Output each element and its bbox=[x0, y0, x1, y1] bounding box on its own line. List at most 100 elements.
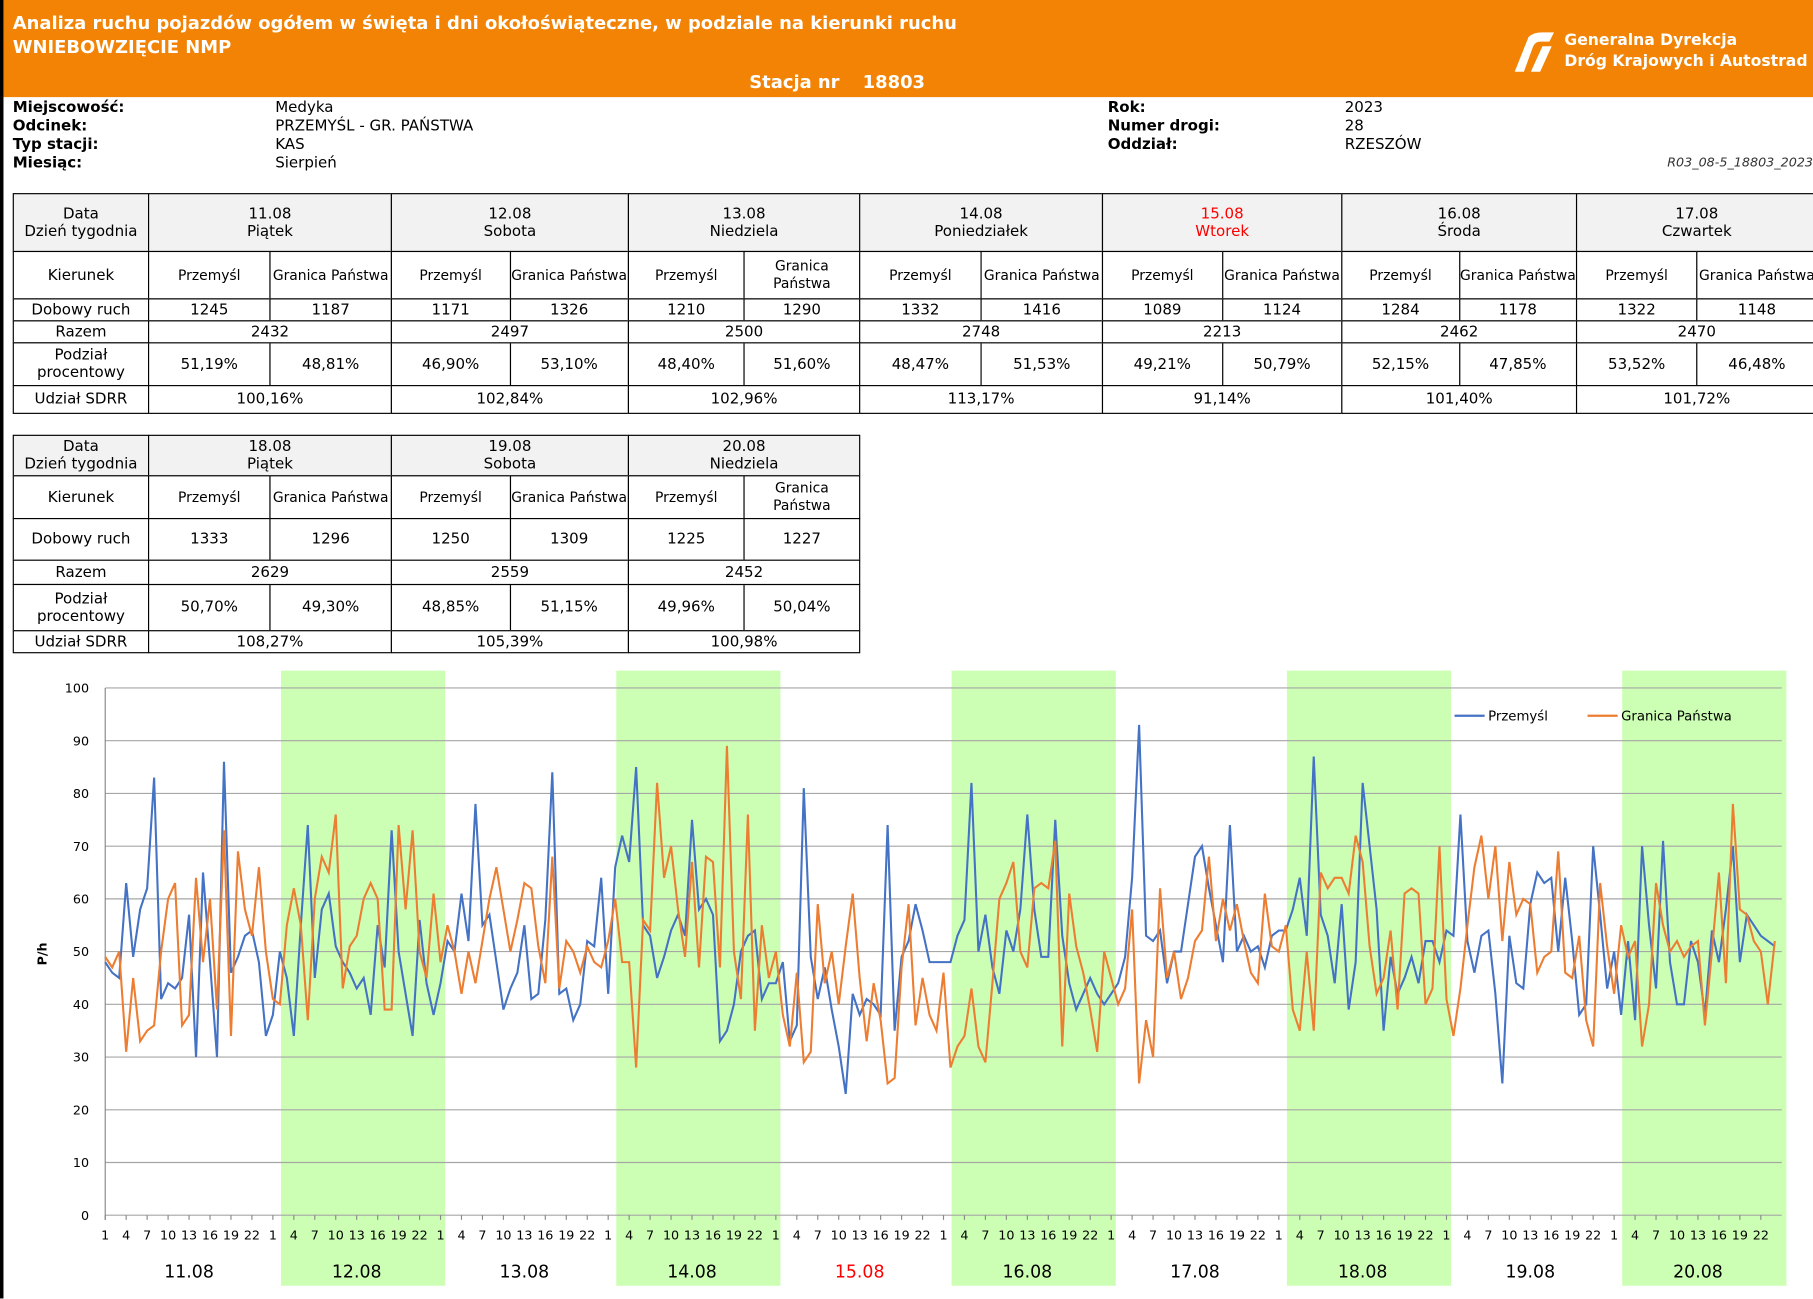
daily-traffic: 1332 bbox=[901, 301, 940, 319]
daily-traffic: 1178 bbox=[1498, 301, 1537, 319]
daily-traffic: 1148 bbox=[1737, 301, 1777, 319]
daily-cell: 1250 bbox=[390, 518, 511, 561]
daily-cell: 1296 bbox=[269, 518, 392, 561]
sdrr-cell: 102,84% bbox=[390, 385, 629, 414]
weekend-band bbox=[1622, 670, 1787, 1286]
report-code: R03_08-5_18803_2023 bbox=[1667, 154, 1813, 170]
logo-icon bbox=[1514, 32, 1554, 72]
sdrr: 113,17% bbox=[947, 390, 1015, 409]
day-label: 11.08 bbox=[164, 1263, 214, 1283]
row-label-cell: Udział SDRR bbox=[12, 385, 150, 414]
share-cell: 47,85% bbox=[1458, 342, 1578, 387]
info-value: RZESZÓW bbox=[1344, 136, 1422, 154]
total: 2462 bbox=[1440, 323, 1479, 341]
day-header-cell: 19.08 Sobota bbox=[390, 434, 629, 477]
x-tick-label: 16 bbox=[1711, 1228, 1727, 1243]
x-tick-label: 13 bbox=[181, 1228, 197, 1243]
x-tick-label: 4 bbox=[793, 1228, 801, 1243]
x-tick-label: 7 bbox=[1317, 1228, 1325, 1243]
y-axis-label: P/h bbox=[34, 942, 49, 965]
sdrr: 100,16% bbox=[236, 390, 304, 409]
weekday: Sobota bbox=[483, 455, 537, 473]
x-tick-label: 19 bbox=[558, 1228, 574, 1243]
direction: Przemyśl bbox=[419, 488, 482, 505]
x-tick-label: 10 bbox=[160, 1228, 176, 1243]
day-label: 14.08 bbox=[667, 1263, 717, 1283]
date: 13.08 bbox=[722, 205, 766, 223]
day-header-cell: 16.08 Środa bbox=[1341, 193, 1578, 253]
x-tick-label: 19 bbox=[1564, 1228, 1580, 1243]
weekend-band bbox=[1286, 670, 1452, 1286]
y-tick-label: 90 bbox=[73, 733, 89, 748]
share: 52,15% bbox=[1371, 355, 1430, 373]
row-label-cell: Podział procentowy bbox=[12, 342, 150, 387]
x-tick-label: 1 bbox=[1610, 1228, 1618, 1243]
day-header-cell: 13.08 Niedziela bbox=[627, 193, 861, 253]
row-label: Kierunek bbox=[47, 266, 115, 284]
legend-label: Przemyśl bbox=[1488, 708, 1548, 724]
weekday: Piątek bbox=[246, 455, 293, 473]
share: 53,10% bbox=[540, 355, 598, 373]
weekend-band bbox=[951, 670, 1116, 1286]
daily-traffic: 1089 bbox=[1143, 301, 1182, 319]
daily-cell: 1290 bbox=[743, 298, 861, 322]
daily-traffic: 1284 bbox=[1381, 301, 1420, 319]
info-value: 28 bbox=[1344, 117, 1364, 136]
x-tick-label: 16 bbox=[1040, 1228, 1056, 1243]
daily-cell: 1326 bbox=[509, 298, 629, 322]
day-label: 12.08 bbox=[332, 1263, 382, 1283]
x-tick-label: 19 bbox=[894, 1228, 910, 1243]
x-tick-label: 22 bbox=[411, 1228, 427, 1243]
info-label: Miesiąc: bbox=[12, 154, 83, 173]
y-tick-label: 80 bbox=[73, 786, 89, 801]
date: 16.08 bbox=[1437, 205, 1481, 223]
daily-traffic: 1245 bbox=[190, 301, 229, 319]
weekday: Środa bbox=[1437, 222, 1481, 240]
direction: Granica Państwa bbox=[511, 266, 628, 283]
direction: Granica Państwa bbox=[1699, 266, 1813, 283]
direction: Przemyśl bbox=[1605, 266, 1668, 283]
weekday: Piątek bbox=[246, 222, 293, 240]
x-tick-label: 7 bbox=[646, 1228, 654, 1243]
x-tick-label: 22 bbox=[579, 1228, 595, 1243]
daily-traffic: 1225 bbox=[667, 530, 706, 549]
share: 53,52% bbox=[1608, 355, 1666, 373]
share-cell: 49,30% bbox=[269, 583, 392, 632]
day-label: 19.08 bbox=[1505, 1263, 1555, 1283]
row-label-cell: Udział SDRR bbox=[12, 630, 150, 654]
weekday: Wtorek bbox=[1195, 222, 1250, 240]
share-cell: 50,79% bbox=[1221, 342, 1343, 387]
daily-cell: 1089 bbox=[1101, 298, 1223, 322]
total-cell: 2497 bbox=[390, 320, 629, 344]
info-value: Sierpień bbox=[275, 154, 337, 173]
x-tick-label: 16 bbox=[1208, 1228, 1224, 1243]
x-tick-label: 4 bbox=[960, 1228, 968, 1243]
x-tick-label: 22 bbox=[1250, 1228, 1266, 1243]
date: 15.08 bbox=[1200, 205, 1244, 223]
sdrr-cell: 102,96% bbox=[627, 385, 861, 414]
x-tick-label: 13 bbox=[852, 1228, 868, 1243]
x-tick-label: 19 bbox=[726, 1228, 742, 1243]
share: 48,47% bbox=[891, 355, 950, 373]
sdrr: 91,14% bbox=[1193, 390, 1251, 409]
direction: Przemyśl bbox=[889, 266, 952, 283]
row-label: Razem bbox=[55, 563, 107, 582]
sdrr: 100,98% bbox=[710, 633, 778, 651]
x-tick-label: 22 bbox=[244, 1228, 260, 1243]
direction-cell: Przemyśl bbox=[148, 250, 271, 300]
direction-cell: Granica Państwa bbox=[1696, 250, 1813, 300]
sdrr: 102,96% bbox=[710, 390, 778, 409]
row-label: Razem bbox=[55, 323, 107, 341]
share: 50,79% bbox=[1253, 355, 1311, 373]
share-cell: 48,47% bbox=[859, 342, 982, 387]
y-tick-label: 30 bbox=[73, 1050, 89, 1065]
day-label: 16.08 bbox=[1003, 1263, 1053, 1283]
y-tick-label: 10 bbox=[73, 1155, 89, 1170]
x-tick-label: 22 bbox=[747, 1228, 763, 1243]
row-label-cell: Kierunek bbox=[12, 475, 150, 520]
x-tick-label: 7 bbox=[814, 1228, 822, 1243]
x-tick-label: 13 bbox=[516, 1228, 532, 1243]
sdrr-cell: 101,40% bbox=[1341, 385, 1578, 414]
x-tick-label: 16 bbox=[370, 1228, 386, 1243]
